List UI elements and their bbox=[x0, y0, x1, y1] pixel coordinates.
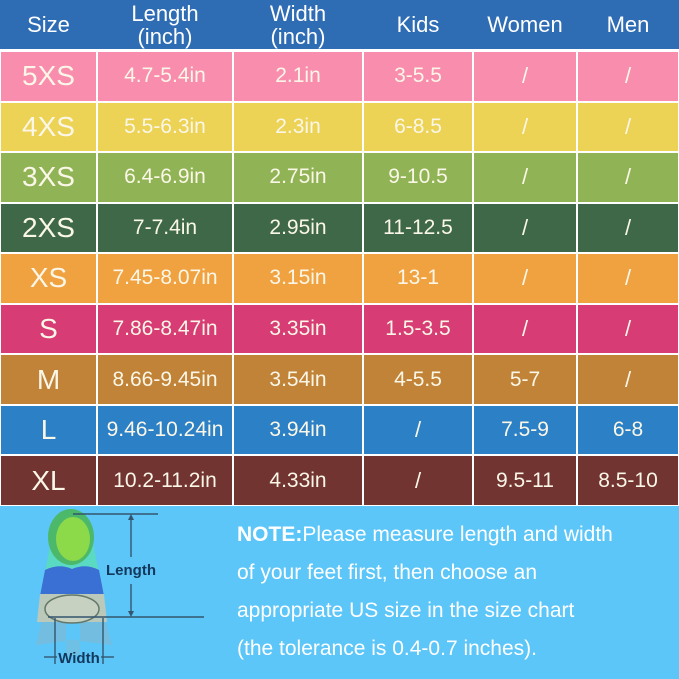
width-dimension-lines bbox=[44, 618, 114, 664]
note-bold-label: NOTE: bbox=[237, 523, 303, 546]
kids-cell: / bbox=[363, 404, 473, 456]
size-cell: L bbox=[0, 404, 97, 456]
men-cell: / bbox=[577, 354, 679, 405]
women-cell: 5-7 bbox=[473, 354, 577, 405]
table-header: Size Length (inch) Width (inch) Kids Wom… bbox=[0, 0, 679, 51]
header-cell-size: Size bbox=[27, 12, 70, 37]
size-cell: M bbox=[0, 354, 97, 405]
kids-cell: 9-10.5 bbox=[363, 152, 473, 203]
note-line: (the tolerance is 0.4-0.7 inches). bbox=[237, 637, 537, 660]
women-cell: 9.5-11 bbox=[473, 455, 577, 506]
length-cell: 10.2-11.2in bbox=[97, 455, 233, 506]
length-cell: 9.46-10.24in bbox=[97, 404, 233, 456]
size-cell: 4XS bbox=[0, 101, 97, 153]
length-label: Length bbox=[106, 562, 156, 579]
women-cell: / bbox=[473, 253, 577, 304]
men-cell: / bbox=[577, 253, 679, 304]
width-cell: 2.95in bbox=[233, 202, 363, 254]
men-cell: 6-8 bbox=[577, 404, 679, 456]
length-cell: 8.66-9.45in bbox=[97, 354, 233, 405]
size-cell: 2XS bbox=[0, 202, 97, 254]
header-cell-kids: Kids bbox=[396, 12, 440, 37]
women-cell: / bbox=[473, 303, 577, 355]
length-cell: 7.45-8.07in bbox=[97, 253, 233, 304]
header-cell-men: Men bbox=[606, 12, 650, 37]
length-dimension-lines bbox=[48, 513, 204, 618]
men-cell: / bbox=[577, 303, 679, 355]
width-cell: 2.3in bbox=[233, 101, 363, 153]
width-cell: 2.1in bbox=[233, 51, 363, 102]
note-text: NOTE:Please measure length and width of … bbox=[237, 516, 669, 668]
length-cell: 7.86-8.47in bbox=[97, 303, 233, 355]
size-table: 5XS 4.7-5.4in 2.1in 3-5.5 / / 4XS 5.5-6.… bbox=[0, 51, 679, 506]
men-cell: 8.5-10 bbox=[577, 455, 679, 506]
width-cell: 4.33in bbox=[233, 455, 363, 506]
kids-cell: / bbox=[363, 455, 473, 506]
men-cell: / bbox=[577, 202, 679, 254]
width-cell: 3.54in bbox=[233, 354, 363, 405]
length-cell: 6.4-6.9in bbox=[97, 152, 233, 203]
women-cell: / bbox=[473, 202, 577, 254]
length-cell: 5.5-6.3in bbox=[97, 101, 233, 153]
women-cell: 7.5-9 bbox=[473, 404, 577, 456]
note-line: NOTE:Please measure length and width bbox=[237, 523, 613, 546]
size-cell: S bbox=[0, 303, 97, 355]
size-cell: XS bbox=[0, 253, 97, 304]
width-cell: 3.15in bbox=[233, 253, 363, 304]
size-cell: 3XS bbox=[0, 152, 97, 203]
fin-illustration: Length Width bbox=[0, 506, 230, 679]
note-section: Length Width NOTE:Please measure length … bbox=[0, 506, 679, 679]
width-cell: 2.75in bbox=[233, 152, 363, 203]
size-cell: XL bbox=[0, 455, 97, 506]
size-cell: 5XS bbox=[0, 51, 97, 102]
women-cell: / bbox=[473, 152, 577, 203]
kids-cell: 3-5.5 bbox=[363, 51, 473, 102]
width-cell: 3.94in bbox=[233, 404, 363, 456]
swim-fin-icon: Length Width bbox=[36, 509, 204, 667]
kids-cell: 13-1 bbox=[363, 253, 473, 304]
note-line: of your feet first, then choose an bbox=[237, 561, 538, 584]
note-line: appropriate US size in the size chart bbox=[237, 599, 575, 622]
length-cell: 4.7-5.4in bbox=[97, 51, 233, 102]
header-cell-length: Length (inch) bbox=[131, 0, 199, 49]
women-cell: / bbox=[473, 51, 577, 102]
width-cell: 3.35in bbox=[233, 303, 363, 355]
men-cell: / bbox=[577, 51, 679, 102]
kids-cell: 4-5.5 bbox=[363, 354, 473, 405]
women-cell: / bbox=[473, 101, 577, 153]
header-cell-width: Width (inch) bbox=[269, 0, 327, 49]
kids-cell: 11-12.5 bbox=[363, 202, 473, 254]
men-cell: / bbox=[577, 152, 679, 203]
width-label: Width bbox=[58, 650, 100, 667]
kids-cell: 6-8.5 bbox=[363, 101, 473, 153]
men-cell: / bbox=[577, 101, 679, 153]
kids-cell: 1.5-3.5 bbox=[363, 303, 473, 355]
header-cell-women: Women bbox=[487, 12, 563, 37]
length-cell: 7-7.4in bbox=[97, 202, 233, 254]
